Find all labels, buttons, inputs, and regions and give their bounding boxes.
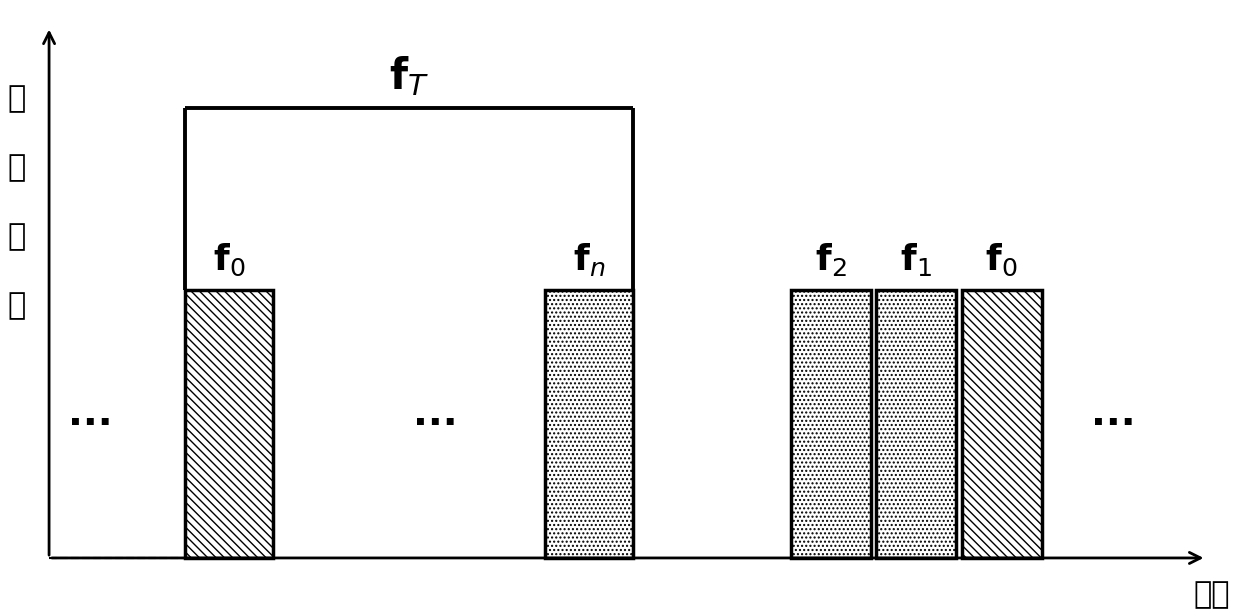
Text: $\mathbf{f}_{0}$: $\mathbf{f}_{0}$ — [986, 242, 1018, 278]
Text: 频: 频 — [7, 153, 25, 182]
Text: 功: 功 — [7, 222, 25, 251]
Text: ···: ··· — [68, 405, 113, 443]
Text: 时间: 时间 — [1193, 580, 1230, 609]
Text: ···: ··· — [413, 405, 458, 443]
Text: $\mathbf{f}_{1}$: $\mathbf{f}_{1}$ — [900, 242, 932, 278]
Text: 射: 射 — [7, 84, 25, 113]
Text: $\mathbf{f}_{n}$: $\mathbf{f}_{n}$ — [573, 242, 605, 278]
Bar — [791, 290, 870, 558]
Text: $\mathbf{f}_{2}$: $\mathbf{f}_{2}$ — [815, 242, 847, 278]
Text: $\mathbf{f}_{0}$: $\mathbf{f}_{0}$ — [213, 242, 246, 278]
Text: ···: ··· — [1091, 405, 1136, 443]
Text: 率: 率 — [7, 291, 25, 319]
Text: $\mathbf{f}_{T}$: $\mathbf{f}_{T}$ — [389, 54, 429, 99]
Bar — [185, 290, 273, 558]
Bar — [546, 290, 632, 558]
Bar — [961, 290, 1042, 558]
Bar — [877, 290, 956, 558]
